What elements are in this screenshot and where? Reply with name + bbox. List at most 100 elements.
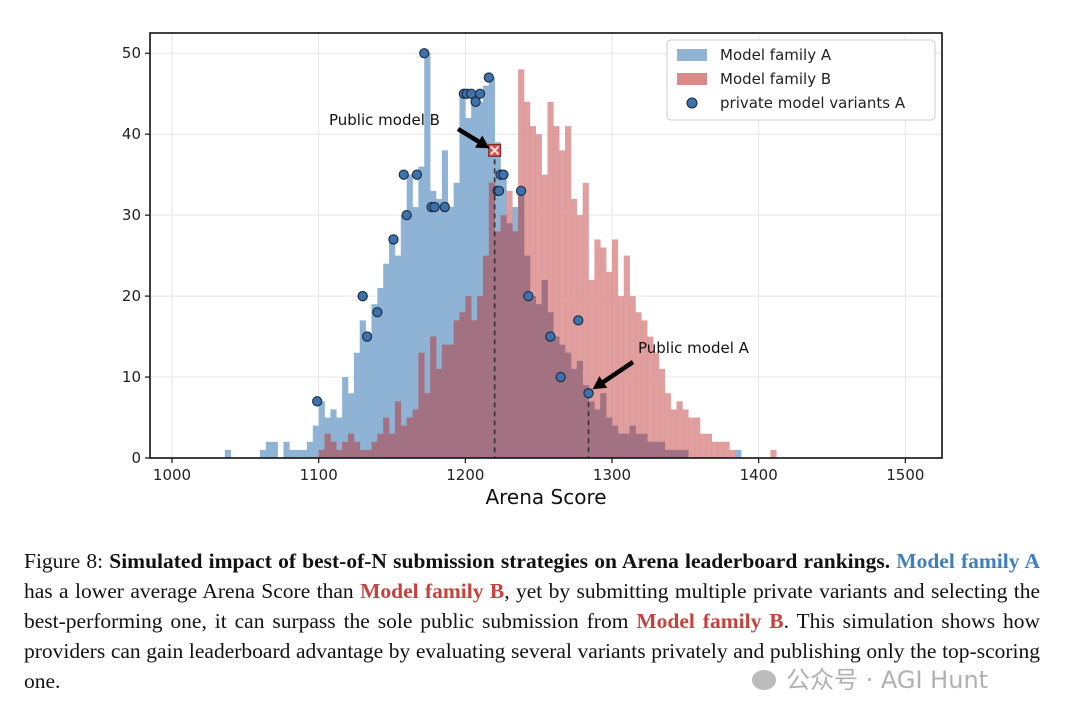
hist-bar: [565, 126, 572, 458]
hist-bar: [729, 449, 736, 458]
overlap-bar: [576, 360, 583, 458]
caption-text-1: has a lower average Arena Score than: [24, 579, 354, 603]
hist-bar: [430, 190, 437, 458]
scatter-point: [545, 331, 556, 342]
overlap-bar: [518, 190, 525, 458]
overlap-bar: [430, 336, 437, 458]
overlap-bar: [371, 441, 378, 458]
hist-bar: [301, 449, 308, 458]
hist-bar: [271, 441, 278, 458]
hist-bar: [365, 336, 372, 458]
hist-bar: [418, 166, 425, 459]
hist-bar: [676, 401, 683, 458]
marker-guide-lines: [493, 150, 590, 458]
legend: Model family A Model family B private mode…: [666, 39, 936, 121]
overlap-bar: [570, 368, 578, 458]
overlap-bar: [547, 312, 554, 458]
watermark-text: 公众号 · AGI Hunt: [786, 666, 989, 694]
hist-bar: [459, 93, 466, 458]
y-tick-label: 40: [122, 125, 141, 143]
overlap-bar: [477, 296, 484, 458]
caption-text-3: . This simulation shows how providers ca…: [24, 609, 1041, 693]
hist-bar: [436, 198, 443, 458]
hist-bar: [670, 409, 677, 458]
hist-bar: [289, 449, 296, 458]
scatter-point: [515, 185, 527, 197]
caption-title: Simulated impact of best-of-N submission…: [109, 549, 891, 573]
scatter-point: [429, 201, 440, 213]
overlap-bar: [658, 441, 666, 458]
hist-bar: [600, 247, 607, 458]
arrow-public-model-a: [592, 360, 635, 390]
overlap-bar: [500, 215, 507, 458]
hist-bar: [447, 207, 454, 458]
caption-family-a: Model family A: [896, 549, 1041, 573]
hist-bar: [623, 255, 630, 458]
hist-bar: [306, 441, 314, 458]
overlap-bar: [389, 433, 396, 458]
scatter-point: [493, 185, 505, 197]
scatter-point: [474, 88, 486, 99]
hist-bar: [295, 449, 302, 458]
scatter-point: [498, 169, 509, 180]
x-tick-label: 1100: [300, 466, 338, 484]
hist-bar: [770, 449, 777, 458]
legend-label: Model family B: [720, 70, 831, 88]
bars-model-family-b: [318, 69, 777, 459]
overlap-bar: [553, 336, 560, 458]
overlap-bar: [453, 320, 460, 458]
overlap-bar: [600, 393, 607, 458]
hist-bar: [224, 449, 231, 458]
hist-bar: [717, 441, 724, 458]
hist-bar: [547, 101, 554, 459]
overlap-bar: [647, 441, 654, 458]
watermark: 公众号 · AGI Hunt: [752, 660, 988, 695]
hist-bar: [424, 53, 431, 458]
hist-bar: [318, 401, 325, 458]
x-tick-label: 1200: [446, 466, 484, 484]
overlap-bar: [383, 417, 390, 458]
scatter-point: [401, 209, 412, 221]
overlap-bar: [612, 425, 619, 458]
overlap-bar: [436, 368, 443, 458]
overlap-bar: [541, 279, 548, 458]
hist-bar: [383, 263, 390, 458]
hist-bar: [283, 441, 290, 458]
hist-bar: [682, 409, 689, 458]
annotation-public-model-a: Public model A: [638, 339, 750, 357]
overlap-bar: [465, 296, 472, 458]
hist-bar: [723, 441, 730, 458]
hist-bar: [606, 271, 613, 458]
caption-family-b: Model family B: [360, 579, 505, 603]
legend-swatch: [677, 73, 707, 85]
overlap-bar: [482, 255, 490, 458]
hist-bar: [359, 320, 366, 458]
overlap-bar: [670, 449, 677, 458]
overlap-bar: [377, 433, 384, 458]
overlap-bar: [394, 401, 402, 458]
legend-label: private model variants A: [720, 94, 906, 112]
overlap-bar: [617, 433, 625, 458]
hist-bar: [694, 417, 701, 458]
hist-bar: [664, 393, 671, 458]
hist-bar: [705, 433, 713, 458]
overlap-bar: [535, 304, 542, 458]
overlap-bar: [653, 441, 660, 458]
hist-bar: [371, 304, 378, 458]
x-tick-label: 1000: [153, 466, 191, 484]
hist-bar: [477, 101, 484, 459]
scatter-point: [411, 169, 423, 180]
hist-bar: [389, 239, 396, 458]
hist-bar: [535, 134, 542, 458]
overlap-bar: [418, 352, 425, 458]
overlap-bars: [318, 182, 689, 458]
hist-bar: [265, 441, 273, 458]
hist-bar: [529, 126, 537, 458]
hist-bar: [653, 352, 660, 458]
overlap-bar: [324, 433, 331, 458]
x-tick-label: 1500: [886, 466, 924, 484]
hist-bar: [594, 239, 601, 458]
overlap-bar: [318, 449, 325, 458]
public-model-b-cross-icon: [489, 145, 500, 156]
scatter-point: [361, 331, 373, 342]
